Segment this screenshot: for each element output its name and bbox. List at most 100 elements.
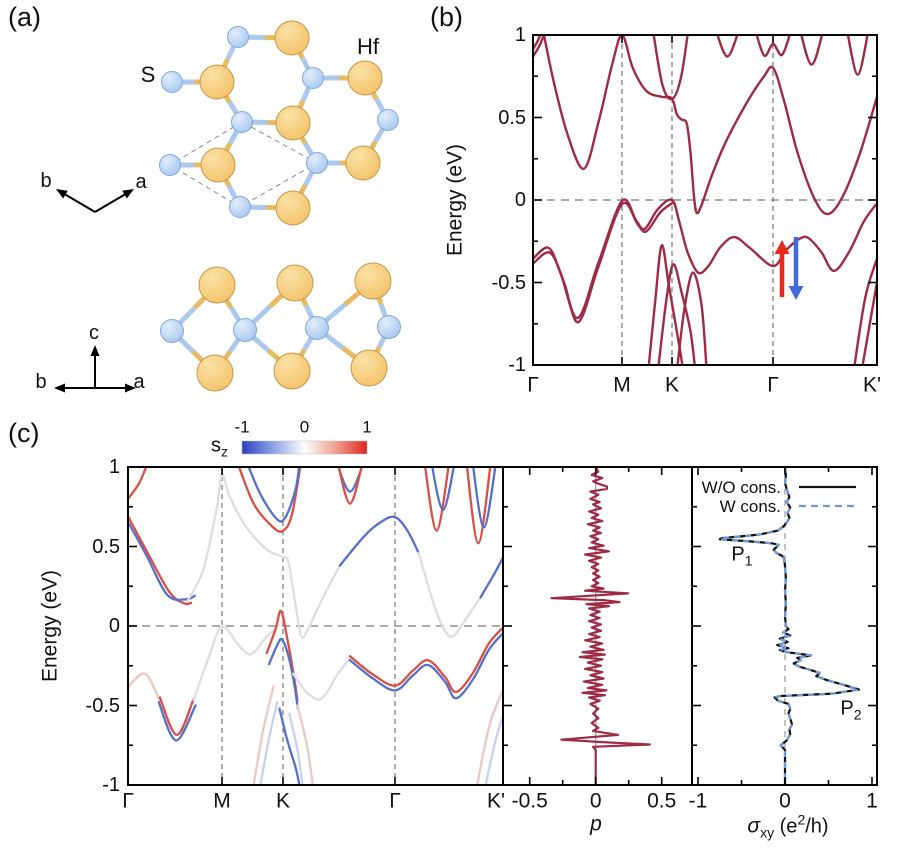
band-curve (484, 714, 503, 785)
panel-b (533, 35, 877, 365)
peak-p1-label: P1 (731, 545, 752, 568)
band-curve (479, 556, 503, 599)
xtick-b: K' (862, 373, 882, 397)
band-curve (337, 467, 363, 505)
s-atom (160, 319, 184, 343)
xtick-cs: -1 (688, 789, 708, 813)
band-curve (861, 281, 877, 365)
band-curve (652, 35, 689, 101)
axis-b-arrow-line (64, 193, 96, 213)
sz-symbol: s (211, 434, 221, 457)
band-curve (128, 467, 148, 500)
s-atom (229, 196, 251, 218)
band-curve (431, 467, 455, 512)
panel-b-label: (b) (430, 2, 463, 32)
sigma-superscript: 2 (797, 811, 806, 828)
xtick-cs: 1 (866, 789, 878, 813)
s-atom (161, 71, 183, 93)
xtick-cb: K (275, 789, 291, 813)
xtick-cp: 0.5 (647, 789, 677, 813)
band-curve (348, 632, 503, 700)
xtick-cb: Γ (389, 789, 401, 813)
panel-a-label: (a) (8, 2, 41, 32)
band-curve (476, 689, 503, 785)
hf-atom (199, 64, 235, 100)
legend-without-constraint: W/O cons. (701, 478, 781, 497)
axis-a-arrow-line (94, 193, 126, 213)
axis-c-arrow-head (90, 345, 100, 356)
sigma-symbol: σ (747, 814, 761, 838)
band-curve (157, 701, 197, 742)
hf-atom (196, 354, 234, 392)
hf-atom (350, 349, 388, 387)
band-curve (338, 515, 420, 567)
band-curve (533, 35, 542, 51)
band-curve (296, 704, 314, 785)
band-curve (542, 35, 877, 216)
band-curve (533, 198, 877, 320)
colorbar-tick: -1 (234, 417, 250, 437)
hf-atom (200, 147, 236, 183)
band-curve (237, 467, 302, 533)
band-curve (267, 637, 300, 710)
panel-c-label: (c) (8, 418, 40, 448)
hf-atom (274, 20, 310, 56)
data-curve-cs (718, 467, 861, 785)
s-atom (306, 152, 328, 174)
s-atom (377, 315, 401, 339)
band-curve (657, 263, 696, 365)
spin-down-arrow (788, 286, 804, 300)
panel-cb (128, 467, 503, 785)
legend-with-constraint: W cons. (719, 497, 781, 516)
band-curve (252, 685, 275, 785)
xtick-cs: 0 (779, 789, 791, 813)
axis-b-arrow-head (56, 189, 68, 199)
peak-p2-label: P2 (840, 699, 861, 722)
xtick-b: M (613, 373, 631, 397)
s-atom (233, 318, 257, 342)
sigma-units-open: (e (774, 815, 798, 838)
crystal-structure (54, 20, 401, 393)
ytick-cb: 0.5 (92, 535, 120, 558)
xtick-cb: K' (486, 789, 506, 813)
colorbar-tick: 1 (362, 417, 372, 437)
band-curve (533, 35, 546, 58)
p2-subscript: 2 (853, 706, 862, 723)
p-axis-label: p (590, 812, 602, 836)
ytick-b: -0.5 (491, 271, 526, 294)
hf-atom (198, 266, 236, 304)
s-atom (159, 154, 181, 176)
p1-subscript: 1 (744, 552, 753, 569)
hf-atom (354, 262, 392, 300)
p1-symbol: P (731, 543, 745, 566)
xtick-b: Γ (527, 373, 539, 397)
colorbar-title: sz (211, 436, 228, 459)
band-curve (800, 35, 824, 66)
panel-cp (550, 467, 651, 785)
s-atom (305, 316, 329, 340)
band-curve (533, 201, 674, 324)
band-curve (259, 701, 279, 785)
panel-cs-frame (691, 466, 878, 786)
ytick-cb: 1 (108, 456, 120, 478)
band-curve (186, 473, 342, 639)
band-curve (424, 467, 450, 532)
p2-symbol: P (840, 697, 854, 720)
band-curve (128, 672, 162, 702)
axis-a-arrow-head (125, 383, 136, 393)
energy-axis-label-b: Energy (eV) (443, 143, 467, 257)
ytick-cb: 0 (108, 615, 120, 637)
axis-b-side-label: b (35, 371, 47, 393)
xtick-b: K (664, 373, 680, 397)
axis-c-side-label: c (89, 322, 99, 344)
ytick-cb: -1 (102, 774, 120, 796)
s-atom (302, 67, 324, 89)
hf-atom (276, 264, 314, 302)
xtick-cb: Γ (122, 789, 134, 813)
axis-b-top-label: b (40, 170, 52, 192)
ytick-b: -1 (508, 354, 526, 376)
hf-atom (273, 352, 311, 390)
band-curve (348, 626, 503, 694)
panel-b-frame (532, 34, 878, 366)
